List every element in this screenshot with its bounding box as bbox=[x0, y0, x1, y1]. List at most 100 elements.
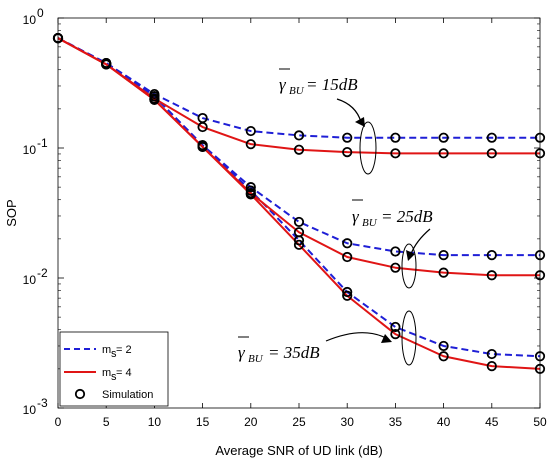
simulation-point bbox=[486, 270, 497, 281]
simulation-point bbox=[438, 340, 449, 352]
y-tick-label-exponent: -1 bbox=[37, 136, 48, 150]
annotation-gamma-symbol: γ bbox=[238, 343, 246, 362]
annotation-gamma-25: γ BU = 25dB bbox=[352, 199, 433, 289]
simulation-point bbox=[245, 182, 256, 193]
simulation-point bbox=[245, 189, 256, 200]
simulation-point bbox=[342, 290, 353, 301]
annotation-ellipse-35 bbox=[401, 310, 417, 366]
simulation-point bbox=[486, 148, 497, 159]
simulation-point bbox=[390, 329, 401, 340]
simulation-point bbox=[342, 286, 353, 298]
y-tick-label: 10 0 bbox=[23, 6, 44, 27]
x-tick-label: 10 bbox=[148, 415, 162, 429]
y-tick-label-exponent: 0 bbox=[37, 6, 44, 20]
simulation-point bbox=[486, 348, 497, 360]
y-tick-label: 10 -2 bbox=[23, 266, 48, 287]
simulation-point bbox=[390, 246, 401, 257]
x-tick-label: 0 bbox=[55, 415, 62, 429]
y-tick-label-exponent: -3 bbox=[37, 396, 48, 410]
simulation-point bbox=[438, 351, 449, 362]
x-tick-label: 25 bbox=[292, 415, 306, 429]
annotation-arrow-35 bbox=[325, 332, 387, 342]
annotation-arrowhead-35 bbox=[381, 334, 392, 343]
y-tick-label-base: 10 bbox=[23, 13, 37, 27]
simulation-point bbox=[293, 216, 305, 228]
legend-item-ms-2: m s = 2 bbox=[64, 344, 132, 360]
simulation-point bbox=[438, 132, 449, 143]
annotation-gamma-subscript: BU bbox=[362, 217, 378, 229]
legend-label-sub: s bbox=[111, 348, 117, 360]
annotation-ellipse-25 bbox=[401, 243, 417, 289]
x-tick-label: 15 bbox=[196, 415, 210, 429]
x-axis-label: Average SNR of UD link (dB) bbox=[215, 443, 382, 458]
legend-label-main: Simulation bbox=[102, 389, 153, 401]
annotation-arrowhead-15 bbox=[355, 117, 365, 127]
x-tick-label: 5 bbox=[103, 415, 110, 429]
simulation-point bbox=[486, 132, 497, 143]
y-tick-label-base: 10 bbox=[23, 273, 37, 287]
legend-label-rest: = 2 bbox=[116, 344, 132, 356]
annotation-label-15: = 15dB bbox=[306, 75, 358, 94]
simulation-point bbox=[390, 321, 401, 333]
simulation-point bbox=[486, 361, 497, 372]
y-tick-label-base: 10 bbox=[23, 403, 37, 417]
x-tick-label: 50 bbox=[533, 415, 547, 429]
simulation-point bbox=[342, 251, 353, 263]
simulation-point bbox=[197, 141, 208, 152]
simulation-point bbox=[486, 250, 497, 261]
y-axis-label: SOP bbox=[4, 199, 19, 226]
x-tick-label: 30 bbox=[341, 415, 355, 429]
x-tick-label: 35 bbox=[389, 415, 403, 429]
simulation-point bbox=[245, 185, 256, 196]
simulation-point bbox=[438, 250, 449, 261]
annotation-gamma-subscript: BU bbox=[248, 353, 264, 365]
legend: m s = 2 m s = 4 Simulation bbox=[59, 331, 169, 407]
simulation-point bbox=[342, 132, 353, 143]
simulation-point bbox=[293, 235, 305, 246]
plot-frame bbox=[57, 17, 541, 409]
annotation-label-35: = 35dB bbox=[268, 343, 320, 362]
annotation-label-25: = 25dB bbox=[381, 207, 433, 226]
simulation-point bbox=[245, 139, 256, 150]
simulation-point bbox=[342, 238, 353, 249]
series-line-35dB-ms2 bbox=[57, 37, 541, 358]
legend-label-rest: = 4 bbox=[116, 367, 132, 379]
simulation-point bbox=[149, 94, 160, 105]
legend-item-ms-4: m s = 4 bbox=[64, 367, 132, 383]
simulation-point bbox=[438, 267, 449, 278]
x-tick-label: 20 bbox=[244, 415, 258, 429]
simulation-point bbox=[342, 146, 353, 158]
legend-label-sub: s bbox=[111, 371, 117, 383]
annotation-ellipse-15 bbox=[359, 121, 377, 175]
annotation-gamma-35: γ BU = 35dB bbox=[238, 310, 417, 366]
simulation-point bbox=[438, 148, 449, 159]
annotation-arrow-25 bbox=[410, 228, 431, 255]
legend-item-simulation: Simulation bbox=[74, 388, 153, 401]
simulation-point bbox=[390, 132, 401, 143]
simulation-point bbox=[293, 130, 305, 141]
simulation-point bbox=[293, 239, 305, 250]
legend-label-main: m bbox=[102, 344, 111, 356]
y-tick-label-exponent: -2 bbox=[37, 266, 48, 280]
series-line-15dB-ms2 bbox=[57, 37, 540, 139]
x-tick-label: 45 bbox=[485, 415, 499, 429]
x-tick-label: 40 bbox=[437, 415, 451, 429]
annotation-arrowhead-25 bbox=[406, 250, 415, 261]
annotation-gamma-15: γ BU = 15dB bbox=[279, 68, 377, 175]
annotation-gamma-subscript: BU bbox=[289, 85, 305, 97]
simulation-point bbox=[293, 144, 305, 155]
annotation-gamma-symbol: γ bbox=[279, 75, 287, 94]
simulation-point bbox=[197, 121, 208, 133]
simulation-point bbox=[149, 91, 160, 102]
annotation-gamma-symbol: γ bbox=[352, 207, 360, 226]
y-tick-label: 10 -3 bbox=[23, 396, 48, 417]
legend-label-main: m bbox=[102, 367, 111, 379]
simulation-point bbox=[390, 262, 401, 273]
simulation-point bbox=[245, 125, 256, 137]
y-tick-label-base: 10 bbox=[23, 143, 37, 157]
y-tick-label: 10 -1 bbox=[23, 136, 48, 157]
simulation-point bbox=[101, 59, 112, 70]
legend-box bbox=[59, 331, 169, 407]
